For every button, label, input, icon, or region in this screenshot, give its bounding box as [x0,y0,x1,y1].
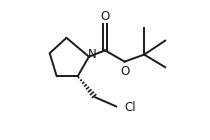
Text: Cl: Cl [124,101,135,114]
Text: N: N [88,48,96,61]
Text: O: O [100,10,110,23]
Text: O: O [120,65,129,78]
